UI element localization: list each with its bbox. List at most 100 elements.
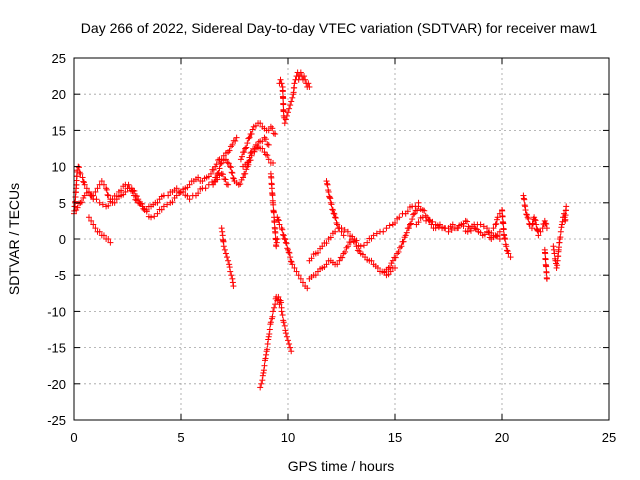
data-point <box>151 213 158 220</box>
data-point <box>344 243 351 250</box>
data-point <box>186 181 193 188</box>
data-point <box>287 344 294 351</box>
data-point <box>280 95 287 102</box>
data-point <box>421 207 428 214</box>
data-point <box>113 193 120 200</box>
data-point <box>271 304 278 311</box>
data-point <box>496 228 503 235</box>
data-point <box>259 145 266 152</box>
data-point <box>385 264 392 271</box>
data-point <box>543 275 550 282</box>
data-point <box>259 377 266 384</box>
data-point <box>550 243 557 250</box>
data-point <box>331 210 338 217</box>
data-point <box>411 210 418 217</box>
data-point <box>282 236 289 243</box>
data-points <box>71 69 570 391</box>
data-point <box>330 210 337 217</box>
data-point <box>195 174 202 181</box>
data-point <box>410 211 417 218</box>
data-point <box>227 268 234 275</box>
data-point <box>118 187 125 194</box>
data-point <box>287 258 294 265</box>
data-point <box>537 228 544 235</box>
data-point <box>557 228 564 235</box>
data-point <box>228 169 235 176</box>
data-point <box>275 216 282 223</box>
data-point <box>282 116 289 123</box>
data-point <box>272 236 279 243</box>
data-point <box>499 207 506 214</box>
data-point <box>286 249 293 256</box>
data-point <box>227 143 234 150</box>
data-point <box>402 232 409 239</box>
data-point <box>75 200 82 207</box>
data-point <box>225 160 232 167</box>
data-point <box>186 196 193 203</box>
data-point <box>501 232 508 239</box>
data-point <box>238 153 245 160</box>
data-point <box>74 204 81 211</box>
data-point <box>281 235 288 242</box>
data-point <box>131 187 138 194</box>
grid-lines <box>74 58 609 420</box>
data-point <box>324 180 331 187</box>
data-point <box>543 263 550 270</box>
data-point <box>343 244 350 251</box>
data-point <box>237 181 244 188</box>
data-point <box>92 188 99 195</box>
data-point <box>276 221 283 228</box>
data-point <box>533 221 540 228</box>
data-point <box>278 80 285 87</box>
data-point <box>327 234 334 241</box>
data-point <box>85 214 92 221</box>
data-point <box>79 174 86 181</box>
data-point <box>395 248 402 255</box>
data-point <box>258 380 265 387</box>
data-point <box>299 279 306 286</box>
data-point <box>225 257 232 264</box>
data-point <box>80 178 87 185</box>
data-point <box>344 228 351 235</box>
data-point <box>323 178 330 185</box>
data-point <box>226 147 233 154</box>
data-point <box>278 308 285 315</box>
data-point <box>98 178 105 185</box>
data-point <box>257 120 264 127</box>
x-axis-label: GPS time / hours <box>288 458 395 474</box>
data-point <box>314 249 321 256</box>
data-point <box>291 80 298 87</box>
data-point <box>224 254 231 261</box>
data-point <box>279 226 286 233</box>
data-point <box>278 299 285 306</box>
data-point <box>227 164 234 171</box>
data-point <box>280 319 287 326</box>
data-point <box>373 230 380 237</box>
data-point <box>490 232 497 239</box>
data-point <box>281 120 288 127</box>
data-point <box>195 190 202 197</box>
data-point <box>207 170 214 177</box>
y-tick-label: -25 <box>47 413 66 428</box>
data-point <box>467 227 474 234</box>
data-point <box>368 235 375 242</box>
data-point <box>494 214 501 221</box>
data-point <box>445 228 452 235</box>
data-point <box>279 88 286 95</box>
data-point <box>246 154 253 161</box>
data-point <box>530 220 537 227</box>
data-point <box>471 225 478 232</box>
data-point <box>500 226 507 233</box>
data-point <box>505 250 512 257</box>
data-point <box>248 130 255 137</box>
data-point <box>392 219 398 226</box>
data-point <box>429 218 436 225</box>
data-point <box>409 216 416 223</box>
data-point <box>264 340 271 347</box>
data-point <box>535 232 542 239</box>
data-point <box>270 201 277 208</box>
data-point <box>261 362 268 369</box>
y-axis-label: SDTVAR / TECUs <box>6 183 22 295</box>
data-point <box>214 170 221 177</box>
data-point <box>455 225 462 232</box>
